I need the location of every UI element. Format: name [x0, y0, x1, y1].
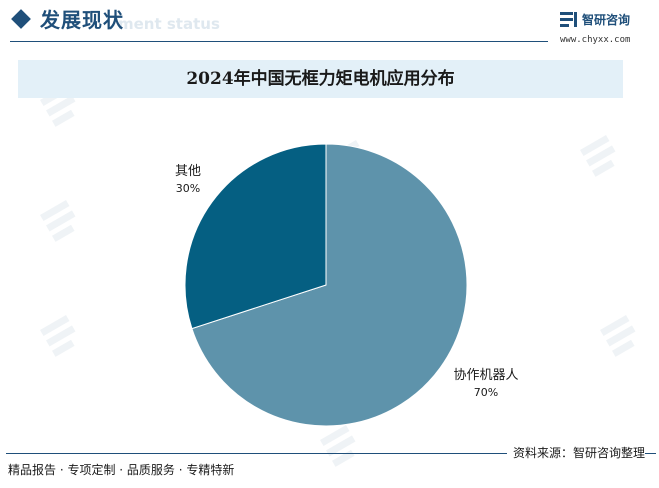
brand: 智研咨询 www.chyxx.com — [558, 10, 658, 46]
pie-slice-2 — [184, 143, 327, 330]
footer-divider — [6, 453, 656, 454]
brand-url: www.chyxx.com — [560, 35, 631, 45]
section-subtitle: ment status — [118, 15, 220, 33]
brand-logo-icon — [560, 12, 577, 27]
header-divider — [10, 41, 548, 42]
chart-title-bar: 2024年中国无框力矩电机应用分布 — [18, 60, 623, 98]
footer-slogan: 精品报告 · 专项定制 · 品质服务 · 专精特新 — [8, 463, 235, 477]
header: ment status 发展现状 智研咨询 www.chyxx.com — [0, 0, 659, 46]
section-title: 发展现状 — [40, 8, 124, 32]
source-note: 资料来源：智研咨询整理 — [506, 445, 645, 461]
slice-value-label-1: 70% — [474, 386, 498, 399]
pie-slice-1 — [191, 143, 468, 427]
brand-name: 智研咨询 — [582, 13, 631, 27]
slice-label-2: 其他 — [175, 164, 201, 179]
chart-title: 2024年中国无框力矩电机应用分布 — [186, 69, 455, 89]
slice-value-label-2: 30% — [176, 182, 200, 195]
slice-label-1: 协作机器人 — [453, 368, 518, 383]
